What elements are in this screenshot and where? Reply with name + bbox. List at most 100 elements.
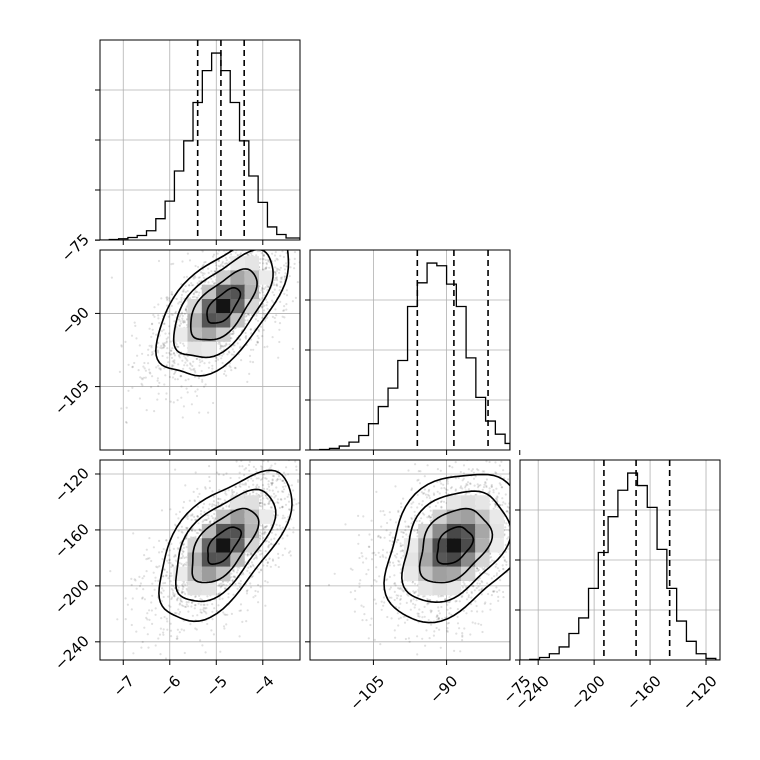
sample-point (274, 533, 277, 536)
sample-point (397, 594, 400, 597)
sample-point (515, 543, 517, 545)
sample-point (268, 502, 271, 505)
sample-point (276, 514, 279, 517)
sample-point (212, 255, 215, 258)
sample-point (514, 521, 516, 523)
sample-point (185, 587, 188, 591)
sample-point (174, 553, 177, 557)
sample-point (279, 254, 282, 257)
sample-point (222, 352, 225, 355)
sample-point (231, 569, 235, 572)
sample-point (267, 502, 270, 505)
sample-point (235, 460, 238, 463)
sample-point (110, 276, 113, 279)
sample-point (245, 442, 247, 444)
sample-point (217, 497, 220, 501)
sample-point (414, 603, 417, 607)
sample-point (196, 505, 199, 508)
sample-point (246, 553, 249, 556)
sample-point (427, 602, 430, 605)
sample-point (272, 238, 274, 240)
sample-point (256, 244, 258, 246)
sample-point (259, 501, 262, 505)
sample-point (274, 271, 277, 274)
sample-point (281, 506, 284, 509)
sample-point (476, 610, 479, 613)
sample-point (441, 594, 445, 598)
sample-point (291, 300, 294, 303)
sample-point (430, 623, 433, 626)
sample-point (448, 465, 451, 468)
sample-point (145, 616, 148, 620)
sample-point (252, 483, 255, 486)
sample-point (271, 489, 274, 492)
sample-point (516, 494, 518, 496)
sample-point (200, 598, 204, 601)
sample-point (261, 335, 264, 338)
sample-point (400, 588, 403, 591)
sample-point (165, 296, 168, 299)
sample-point (189, 623, 192, 626)
sample-point (273, 288, 276, 291)
sample-point (255, 437, 257, 439)
histogram-panel-2 (515, 459, 721, 665)
sample-point (176, 598, 179, 601)
sample-point (463, 453, 465, 455)
sample-point (273, 214, 275, 216)
sample-point (266, 285, 270, 289)
sample-point (395, 594, 398, 597)
sample-point (174, 555, 177, 558)
sample-point (219, 347, 222, 350)
sample-point (262, 262, 265, 265)
sample-point (255, 343, 258, 346)
sample-point (524, 545, 526, 547)
sample-point (215, 356, 218, 359)
sample-point (270, 439, 272, 441)
sample-point (267, 540, 271, 544)
sample-point (515, 541, 517, 543)
sample-point (196, 614, 199, 617)
sample-point (211, 367, 214, 370)
sample-point (181, 359, 184, 362)
sample-point (267, 260, 270, 263)
sample-point (245, 592, 249, 595)
sample-point (268, 501, 271, 504)
sample-point (285, 303, 288, 306)
sample-point (292, 531, 295, 534)
sample-point (270, 524, 273, 527)
sample-point (222, 507, 225, 510)
sample-point (291, 401, 293, 403)
sample-point (150, 559, 153, 563)
sample-point (285, 466, 288, 469)
sample-point (169, 605, 172, 608)
sample-point (162, 628, 165, 631)
sample-point (259, 524, 262, 527)
sample-point (475, 604, 478, 608)
density-cell (244, 495, 259, 510)
sample-point (174, 611, 177, 615)
sample-point (202, 610, 206, 613)
sample-point (388, 511, 391, 514)
sample-point (472, 585, 475, 588)
sample-point (232, 570, 236, 573)
sample-point (266, 497, 269, 500)
sample-point (170, 635, 173, 638)
sample-point (504, 550, 507, 554)
sample-point (399, 597, 402, 601)
sample-point (206, 622, 209, 626)
sample-point (200, 611, 203, 614)
sample-point (479, 484, 482, 487)
sample-point (513, 556, 515, 558)
sample-point (497, 599, 500, 603)
sample-point (507, 536, 510, 539)
sample-point (184, 583, 187, 586)
sample-point (377, 551, 380, 554)
sample-point (212, 401, 215, 405)
sample-point (158, 381, 161, 384)
sample-point (232, 490, 236, 494)
sample-point (256, 319, 260, 322)
sample-point (167, 561, 170, 565)
sample-point (401, 589, 404, 592)
sample-point (488, 487, 491, 490)
sample-point (253, 245, 255, 247)
